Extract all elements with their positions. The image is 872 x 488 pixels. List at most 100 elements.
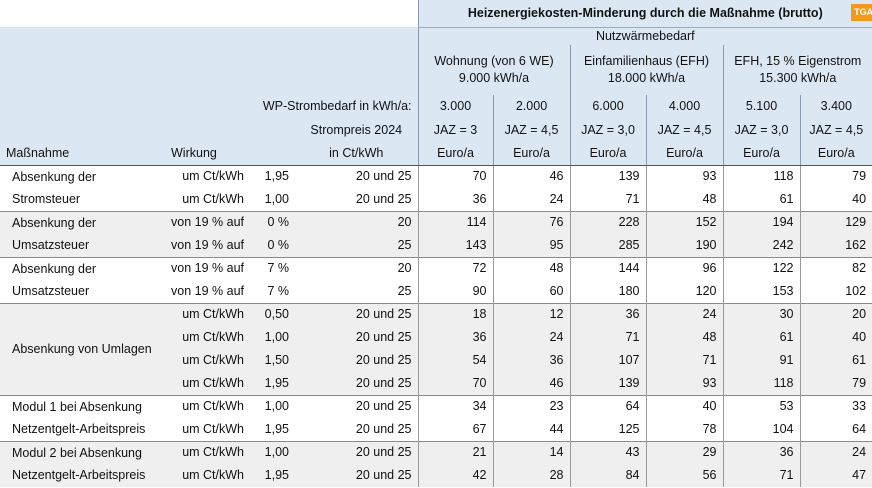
effect: um Ct/kWh xyxy=(165,372,250,395)
amount: 1,95 xyxy=(250,464,295,487)
saving-value: 48 xyxy=(645,326,723,349)
saving-value: 122 xyxy=(722,256,800,280)
saving-value: 71 xyxy=(569,326,646,349)
data-row: Absenkung von Umlagen um Ct/kWh 0,50 20 und… xyxy=(0,302,872,395)
saving-value: 47 xyxy=(799,464,872,487)
price: 20 und 25 xyxy=(295,464,418,487)
effect: um Ct/kWh xyxy=(182,421,244,436)
saving-value: 36 xyxy=(417,188,493,211)
saving-value: 90 xyxy=(417,280,493,303)
amount: 1,00 xyxy=(250,440,295,464)
empty-cell xyxy=(0,45,418,95)
data-row: um Ct/kWh 1,95 20 und 25 67 44 125 78 104 64 xyxy=(0,418,872,441)
price: 20 und 25 xyxy=(295,394,418,418)
saving-value: 153 xyxy=(722,280,800,303)
header-row: Maßnahme Wirkung in Ct/kWh Euro/a Euro/a E… xyxy=(0,142,872,166)
saving-value: 21 xyxy=(417,440,493,464)
jaz: JAZ = 4,5 xyxy=(492,118,570,142)
saving-value: 64 xyxy=(569,394,646,418)
saving-value: 78 xyxy=(645,418,723,441)
saving-value: 95 xyxy=(492,234,570,257)
saving-value: 67 xyxy=(417,418,493,441)
data-row: Absenkung der Stromsteuer um Ct/kWh 1,95 20… xyxy=(0,165,872,206)
price: 20 und 25 xyxy=(295,349,418,372)
price: 20 und 25 xyxy=(355,169,412,184)
saving-value: 48 xyxy=(645,188,723,211)
measure-label: Absenkung der Umsatzsteuer xyxy=(0,210,165,257)
saving-value: 84 xyxy=(569,464,646,487)
saving-value: 56 xyxy=(645,464,723,487)
saving-value: 70 xyxy=(417,165,493,188)
saving-value: 53 xyxy=(722,394,800,418)
power-demand: 5.100 xyxy=(722,95,800,118)
effect: um Ct/kWh xyxy=(165,302,250,326)
saving-value: 93 xyxy=(645,372,723,395)
data-row: Modul 2 bei Absenkung Netzentgelt-Arbeit… xyxy=(0,440,872,487)
effect: um Ct/kWh xyxy=(182,191,244,206)
price-label: Strompreis 2024 xyxy=(295,118,418,142)
building-name: Einfamilienhaus (EFH) xyxy=(583,54,710,68)
header-row: Heizenergiekosten-Minderung durch die Ma… xyxy=(0,0,872,28)
saving-value: 40 xyxy=(799,188,872,211)
measure-label: Modul 2 bei Absenkung Netzentgelt-Arbeit… xyxy=(0,440,165,487)
measure-label: Absenkung von Umlagen xyxy=(0,302,165,395)
saving-value: 104 xyxy=(722,418,800,441)
building-name: Wohnung (von 6 WE) xyxy=(434,54,554,68)
amount: 1,95 xyxy=(264,169,289,184)
effect: von 19 % auf xyxy=(165,210,250,234)
effect: um Ct/kWh xyxy=(165,464,250,487)
building-demand: 15.300 kWh/a xyxy=(759,71,837,85)
saving-value: 125 xyxy=(569,418,646,441)
unit: Euro/a xyxy=(492,142,570,166)
price: 20 xyxy=(295,210,418,234)
unit: Euro/a xyxy=(645,142,723,166)
building-type: EFH, 15 % Eigenstrom 15.300 kWh/a xyxy=(722,45,872,95)
saving-value: 36 xyxy=(417,326,493,349)
saving-value: 118 xyxy=(722,165,800,188)
saving-value: 29 xyxy=(645,440,723,464)
price: 25 xyxy=(397,283,412,298)
saving-value: 14 xyxy=(492,440,570,464)
saving-value: 82 xyxy=(799,256,872,280)
saving-value: 139 xyxy=(569,372,646,395)
saving-value: 36 xyxy=(569,302,646,326)
price: 20 und 25 xyxy=(295,372,418,395)
saving-value: 79 xyxy=(799,372,872,395)
data-row: von 19 % auf 0 % 25 143 95 285 190 242 162 xyxy=(0,234,872,257)
data-row: um Ct/kWh 1,00 20 und 25 36 24 71 48 61 40 xyxy=(0,326,872,349)
saving-value: 152 xyxy=(645,210,723,234)
effect: von 19 % auf xyxy=(165,234,250,257)
jaz: JAZ = 4,5 xyxy=(645,118,723,142)
saving-value: 23 xyxy=(492,394,570,418)
saving-value: 46 xyxy=(492,165,570,188)
effect: um Ct/kWh xyxy=(182,169,244,184)
saving-value: 42 xyxy=(417,464,493,487)
saving-value: 139 xyxy=(569,165,646,188)
saving-value: 143 xyxy=(417,234,493,257)
data-row: um Ct/kWh 1,95 20 und 25 42 28 84 56 71 47 xyxy=(0,464,872,487)
saving-value: 70 xyxy=(417,372,493,395)
effect-heading: Wirkung xyxy=(165,142,295,166)
measure-heading: Maßnahme xyxy=(0,142,165,166)
saving-value: 18 xyxy=(417,302,493,326)
saving-value: 44 xyxy=(492,418,570,441)
saving-value: 36 xyxy=(722,440,800,464)
saving-value: 71 xyxy=(645,349,723,372)
building-demand: 18.000 kWh/a xyxy=(607,71,686,85)
price: 20 und 25 xyxy=(295,326,418,349)
saving-value: 91 xyxy=(722,349,800,372)
jaz: JAZ = 3 xyxy=(417,118,493,142)
saving-value: 228 xyxy=(569,210,646,234)
empty-cell xyxy=(0,0,418,27)
measure-label: Modul 1 bei Absenkung Netzentgelt-Arbeit… xyxy=(0,394,165,441)
saving-value: 34 xyxy=(417,394,493,418)
building-name: EFH, 15 % Eigenstrom xyxy=(734,54,862,68)
saving-value: 118 xyxy=(722,372,800,395)
amount: 1,00 xyxy=(250,394,295,418)
saving-value: 194 xyxy=(722,210,800,234)
saving-value: 242 xyxy=(722,234,800,257)
data-row: um Ct/kWh 1,95 20 und 25 70 46 139 93 118 79 xyxy=(0,372,872,395)
